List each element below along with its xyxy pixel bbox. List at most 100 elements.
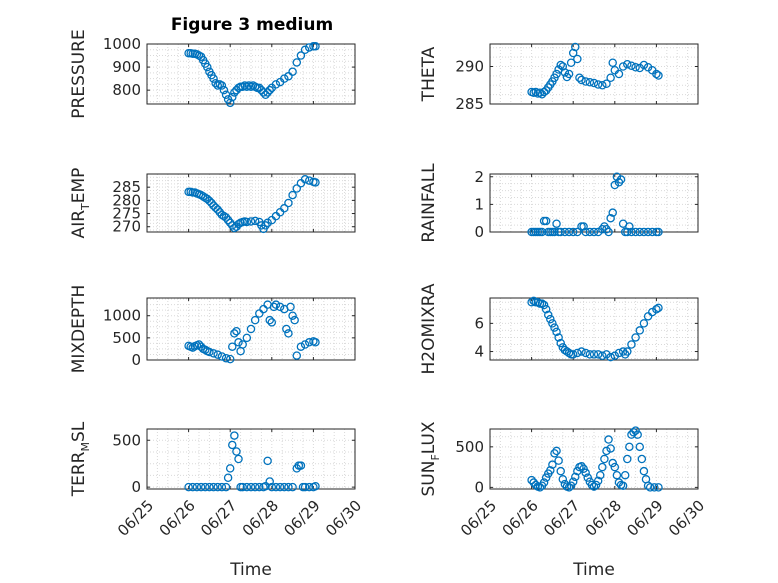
data-point xyxy=(637,454,647,464)
data-point xyxy=(589,350,599,359)
data-point xyxy=(589,227,599,237)
data-point xyxy=(591,480,601,490)
y-axis-label-main: PRESSURE xyxy=(69,29,89,118)
data-point xyxy=(606,73,615,83)
data-point xyxy=(623,60,632,69)
data-point xyxy=(304,43,314,52)
y-tick-label: 1000 xyxy=(103,307,141,325)
data-point xyxy=(577,462,586,471)
data-point xyxy=(564,348,574,358)
data-point xyxy=(250,482,260,492)
data-point xyxy=(300,482,310,492)
data-point xyxy=(196,190,206,200)
data-point xyxy=(568,350,578,359)
subplot-h2omixra: 4 6 H2OMIXRA xyxy=(419,283,699,375)
data-point xyxy=(238,482,247,492)
data-point xyxy=(616,175,626,184)
data-point xyxy=(280,74,289,83)
data-point xyxy=(548,460,557,469)
data-point xyxy=(618,481,628,491)
data-point xyxy=(221,482,231,492)
data-point xyxy=(275,482,285,492)
data-point xyxy=(614,348,624,358)
data-point xyxy=(550,449,559,458)
data-point xyxy=(255,482,264,492)
data-point xyxy=(546,314,555,324)
data-point xyxy=(300,340,310,349)
data-point xyxy=(265,85,274,95)
data-point xyxy=(552,446,561,456)
data-point xyxy=(643,227,653,237)
data-point xyxy=(541,305,551,314)
data-point xyxy=(600,454,609,464)
data-point xyxy=(228,221,237,230)
data-point xyxy=(564,227,574,237)
series-markers xyxy=(184,175,320,234)
y-axis-label-subscript: F xyxy=(429,454,442,460)
subplot-mixdepth: 0 500 1000 MIXDEPTH xyxy=(69,285,356,373)
data-point xyxy=(631,227,640,237)
data-point xyxy=(585,350,595,359)
data-point xyxy=(654,303,663,313)
data-point xyxy=(543,310,553,320)
data-point xyxy=(554,333,563,342)
data-point xyxy=(593,80,603,89)
data-point xyxy=(296,51,306,60)
x-tick-label: 06/28 xyxy=(582,497,625,540)
data-point xyxy=(246,482,256,492)
data-point xyxy=(595,470,605,480)
data-point xyxy=(539,300,549,310)
data-point xyxy=(304,338,314,347)
data-point xyxy=(560,68,570,77)
data-point xyxy=(300,175,310,184)
data-point xyxy=(589,482,599,491)
y-tick-label: 290 xyxy=(455,58,484,76)
data-point xyxy=(271,300,281,309)
data-point xyxy=(639,466,649,476)
data-point xyxy=(541,473,551,482)
data-point xyxy=(623,227,632,237)
data-point xyxy=(579,464,588,473)
data-point xyxy=(635,227,645,237)
data-point xyxy=(221,353,231,363)
data-point xyxy=(280,482,289,492)
data-point xyxy=(556,338,565,348)
data-point xyxy=(537,227,547,237)
data-point xyxy=(585,227,595,237)
y-axis-label-main: THETA xyxy=(419,46,439,102)
data-point xyxy=(629,427,638,437)
axes-box xyxy=(146,173,356,233)
data-point xyxy=(234,338,243,347)
data-point xyxy=(205,482,214,492)
y-axis-label: RAINFALL xyxy=(419,163,439,243)
data-point xyxy=(267,482,277,492)
x-tick-label: 06/26 xyxy=(499,497,542,540)
data-point xyxy=(593,476,603,486)
data-point xyxy=(242,333,252,343)
data-point xyxy=(548,319,557,328)
data-point xyxy=(196,482,206,492)
y-axis-label-main: H2OMIXRA xyxy=(419,283,439,374)
x-axis-label: Time xyxy=(229,560,272,580)
y-axis-label-main: RAINFALL xyxy=(419,163,439,243)
data-point xyxy=(606,352,615,362)
y-tick-label: 1000 xyxy=(103,35,141,53)
data-point xyxy=(219,85,229,95)
y-tick-label: 500 xyxy=(112,431,141,449)
axes-box xyxy=(146,43,356,105)
data-point xyxy=(238,340,247,349)
data-point xyxy=(232,447,241,456)
data-point xyxy=(654,483,663,492)
data-point xyxy=(250,315,260,325)
data-point xyxy=(571,472,580,482)
subplot-pressure: 800 900 1000 PRESSURE xyxy=(69,29,356,119)
data-point xyxy=(265,315,274,325)
data-point xyxy=(292,184,302,193)
y-tick-label: 1 xyxy=(474,195,484,213)
data-point xyxy=(282,324,291,334)
data-point xyxy=(230,329,239,338)
y-tick-label: 285 xyxy=(112,178,141,196)
axes-box xyxy=(146,297,356,361)
data-point xyxy=(232,326,241,336)
